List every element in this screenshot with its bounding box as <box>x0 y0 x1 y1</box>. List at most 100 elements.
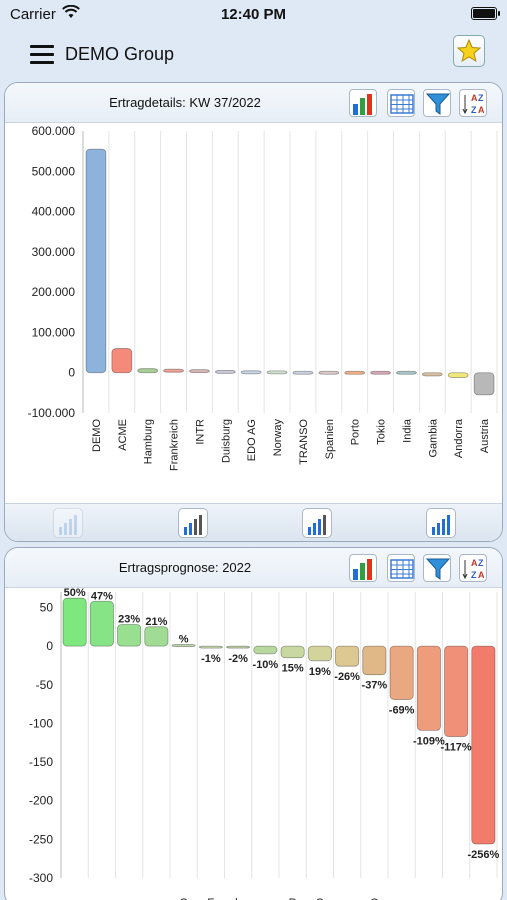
x-tick-label: Andorra <box>453 418 465 458</box>
data-label: -256% <box>467 849 499 861</box>
status-bar: Carrier 12:40 PM <box>0 0 507 30</box>
table-view-button[interactable] <box>387 89 415 117</box>
svg-text:Z: Z <box>471 105 477 115</box>
filter-button[interactable] <box>423 554 451 582</box>
y-tick-label: 200.000 <box>32 285 76 299</box>
table-view-button[interactable] <box>387 554 415 582</box>
x-tick-label: O <box>316 897 325 900</box>
bar[interactable] <box>253 645 278 655</box>
bar[interactable] <box>396 370 417 375</box>
panel-title: Ertragsprognose: 2022 <box>118 560 252 575</box>
x-tick-label: E <box>207 897 214 900</box>
bar[interactable] <box>198 645 223 649</box>
data-label: 23% <box>118 613 140 625</box>
chart-view-button[interactable] <box>349 89 377 117</box>
y-tick-label: 0 <box>68 366 75 380</box>
wifi-icon <box>62 5 80 18</box>
y-tick-label: -50 <box>36 678 54 692</box>
x-tick-label: Norway <box>272 419 284 457</box>
panel-header: Ertragdetails: KW 37/2022 A Z Z A <box>5 83 502 123</box>
bar[interactable] <box>117 624 142 647</box>
bar[interactable] <box>226 645 251 649</box>
x-tick-label: o <box>426 897 432 900</box>
chart-mode-2-button[interactable] <box>178 508 208 538</box>
table-icon <box>390 559 414 579</box>
x-tick-label: g <box>99 897 105 900</box>
y-tick-label: -200 <box>29 794 53 808</box>
sort-button[interactable]: A Z Z A <box>459 89 487 117</box>
bar[interactable] <box>292 370 314 375</box>
bar[interactable] <box>307 645 332 662</box>
data-label: -2% <box>228 653 248 665</box>
table-icon <box>390 94 414 114</box>
bar-chart: 600.000 500.000 400.000 300.000 200.000 100.0… <box>28 124 498 471</box>
data-label: -117% <box>441 742 472 754</box>
navbar: DEMO Group <box>0 30 507 80</box>
y-tick-label: 400.000 <box>32 205 76 219</box>
data-label: 15% <box>282 663 304 675</box>
svg-text:Z: Z <box>471 570 477 580</box>
bar[interactable] <box>370 370 391 375</box>
x-tick-label: Frankreich <box>169 419 181 471</box>
bar[interactable] <box>163 368 184 373</box>
bar[interactable] <box>89 600 114 647</box>
bar[interactable] <box>335 645 360 667</box>
y-tick-label: -100.000 <box>28 406 76 420</box>
filter-button[interactable] <box>423 89 451 117</box>
chart-view-button[interactable] <box>349 554 377 582</box>
svg-text:A: A <box>471 93 478 103</box>
carrier-label: Carrier <box>10 6 56 23</box>
data-label: -26% <box>334 671 360 683</box>
bar[interactable] <box>389 645 414 700</box>
chart-mode-4-button[interactable] <box>426 508 456 538</box>
bar[interactable] <box>137 368 159 374</box>
bar[interactable] <box>266 370 288 375</box>
menu-icon[interactable] <box>30 45 54 65</box>
bars-icon <box>184 515 202 535</box>
svg-text:A: A <box>471 558 478 568</box>
svg-text:A: A <box>478 105 485 115</box>
favorites-button[interactable] <box>453 35 485 67</box>
nav-title: DEMO Group <box>65 44 175 64</box>
x-tick-label: India <box>401 418 413 443</box>
bar[interactable] <box>144 626 169 647</box>
bar[interactable] <box>471 645 496 845</box>
bar[interactable] <box>444 645 469 737</box>
bar[interactable] <box>111 348 133 374</box>
x-tick-label: Gambia <box>427 418 439 457</box>
bar[interactable] <box>171 644 196 647</box>
bar-chart-icon <box>353 94 372 115</box>
bar[interactable] <box>280 645 305 659</box>
bar[interactable] <box>240 370 262 375</box>
bars-icon <box>432 515 450 535</box>
y-tick-label: 50 <box>40 600 54 614</box>
bar[interactable] <box>416 645 441 731</box>
bar[interactable] <box>214 370 236 374</box>
x-tick-label: O <box>370 897 379 900</box>
bar[interactable] <box>189 369 210 374</box>
x-tick-label: DEMO <box>91 419 103 452</box>
bar[interactable] <box>85 148 107 374</box>
bar-chart-icon <box>353 559 372 580</box>
sort-az-icon: A Z Z A <box>462 93 485 115</box>
bar[interactable] <box>421 372 443 377</box>
bar[interactable] <box>447 372 469 378</box>
chart-mode-1-button[interactable] <box>53 508 83 538</box>
bar[interactable] <box>344 370 366 375</box>
x-tick-label: Porto <box>350 419 362 445</box>
x-tick-label: EDO AG <box>246 419 258 461</box>
bar[interactable] <box>362 645 387 676</box>
x-tick-label: n <box>126 897 132 900</box>
bar[interactable] <box>318 370 340 375</box>
x-tick-label: a <box>262 897 269 900</box>
data-label: 19% <box>309 666 331 678</box>
bars-icon <box>308 515 326 535</box>
sort-button[interactable]: A Z Z A <box>459 554 487 582</box>
bar[interactable] <box>62 597 87 647</box>
data-label: 50% <box>64 588 86 599</box>
bar[interactable] <box>473 372 495 396</box>
data-label: -10% <box>253 659 279 671</box>
chart-mode-3-button[interactable] <box>302 508 332 538</box>
x-tick-label: a <box>72 897 79 900</box>
revenue-details-chart: 600.000 500.000 400.000 300.000 200.000 100.0… <box>5 123 502 503</box>
